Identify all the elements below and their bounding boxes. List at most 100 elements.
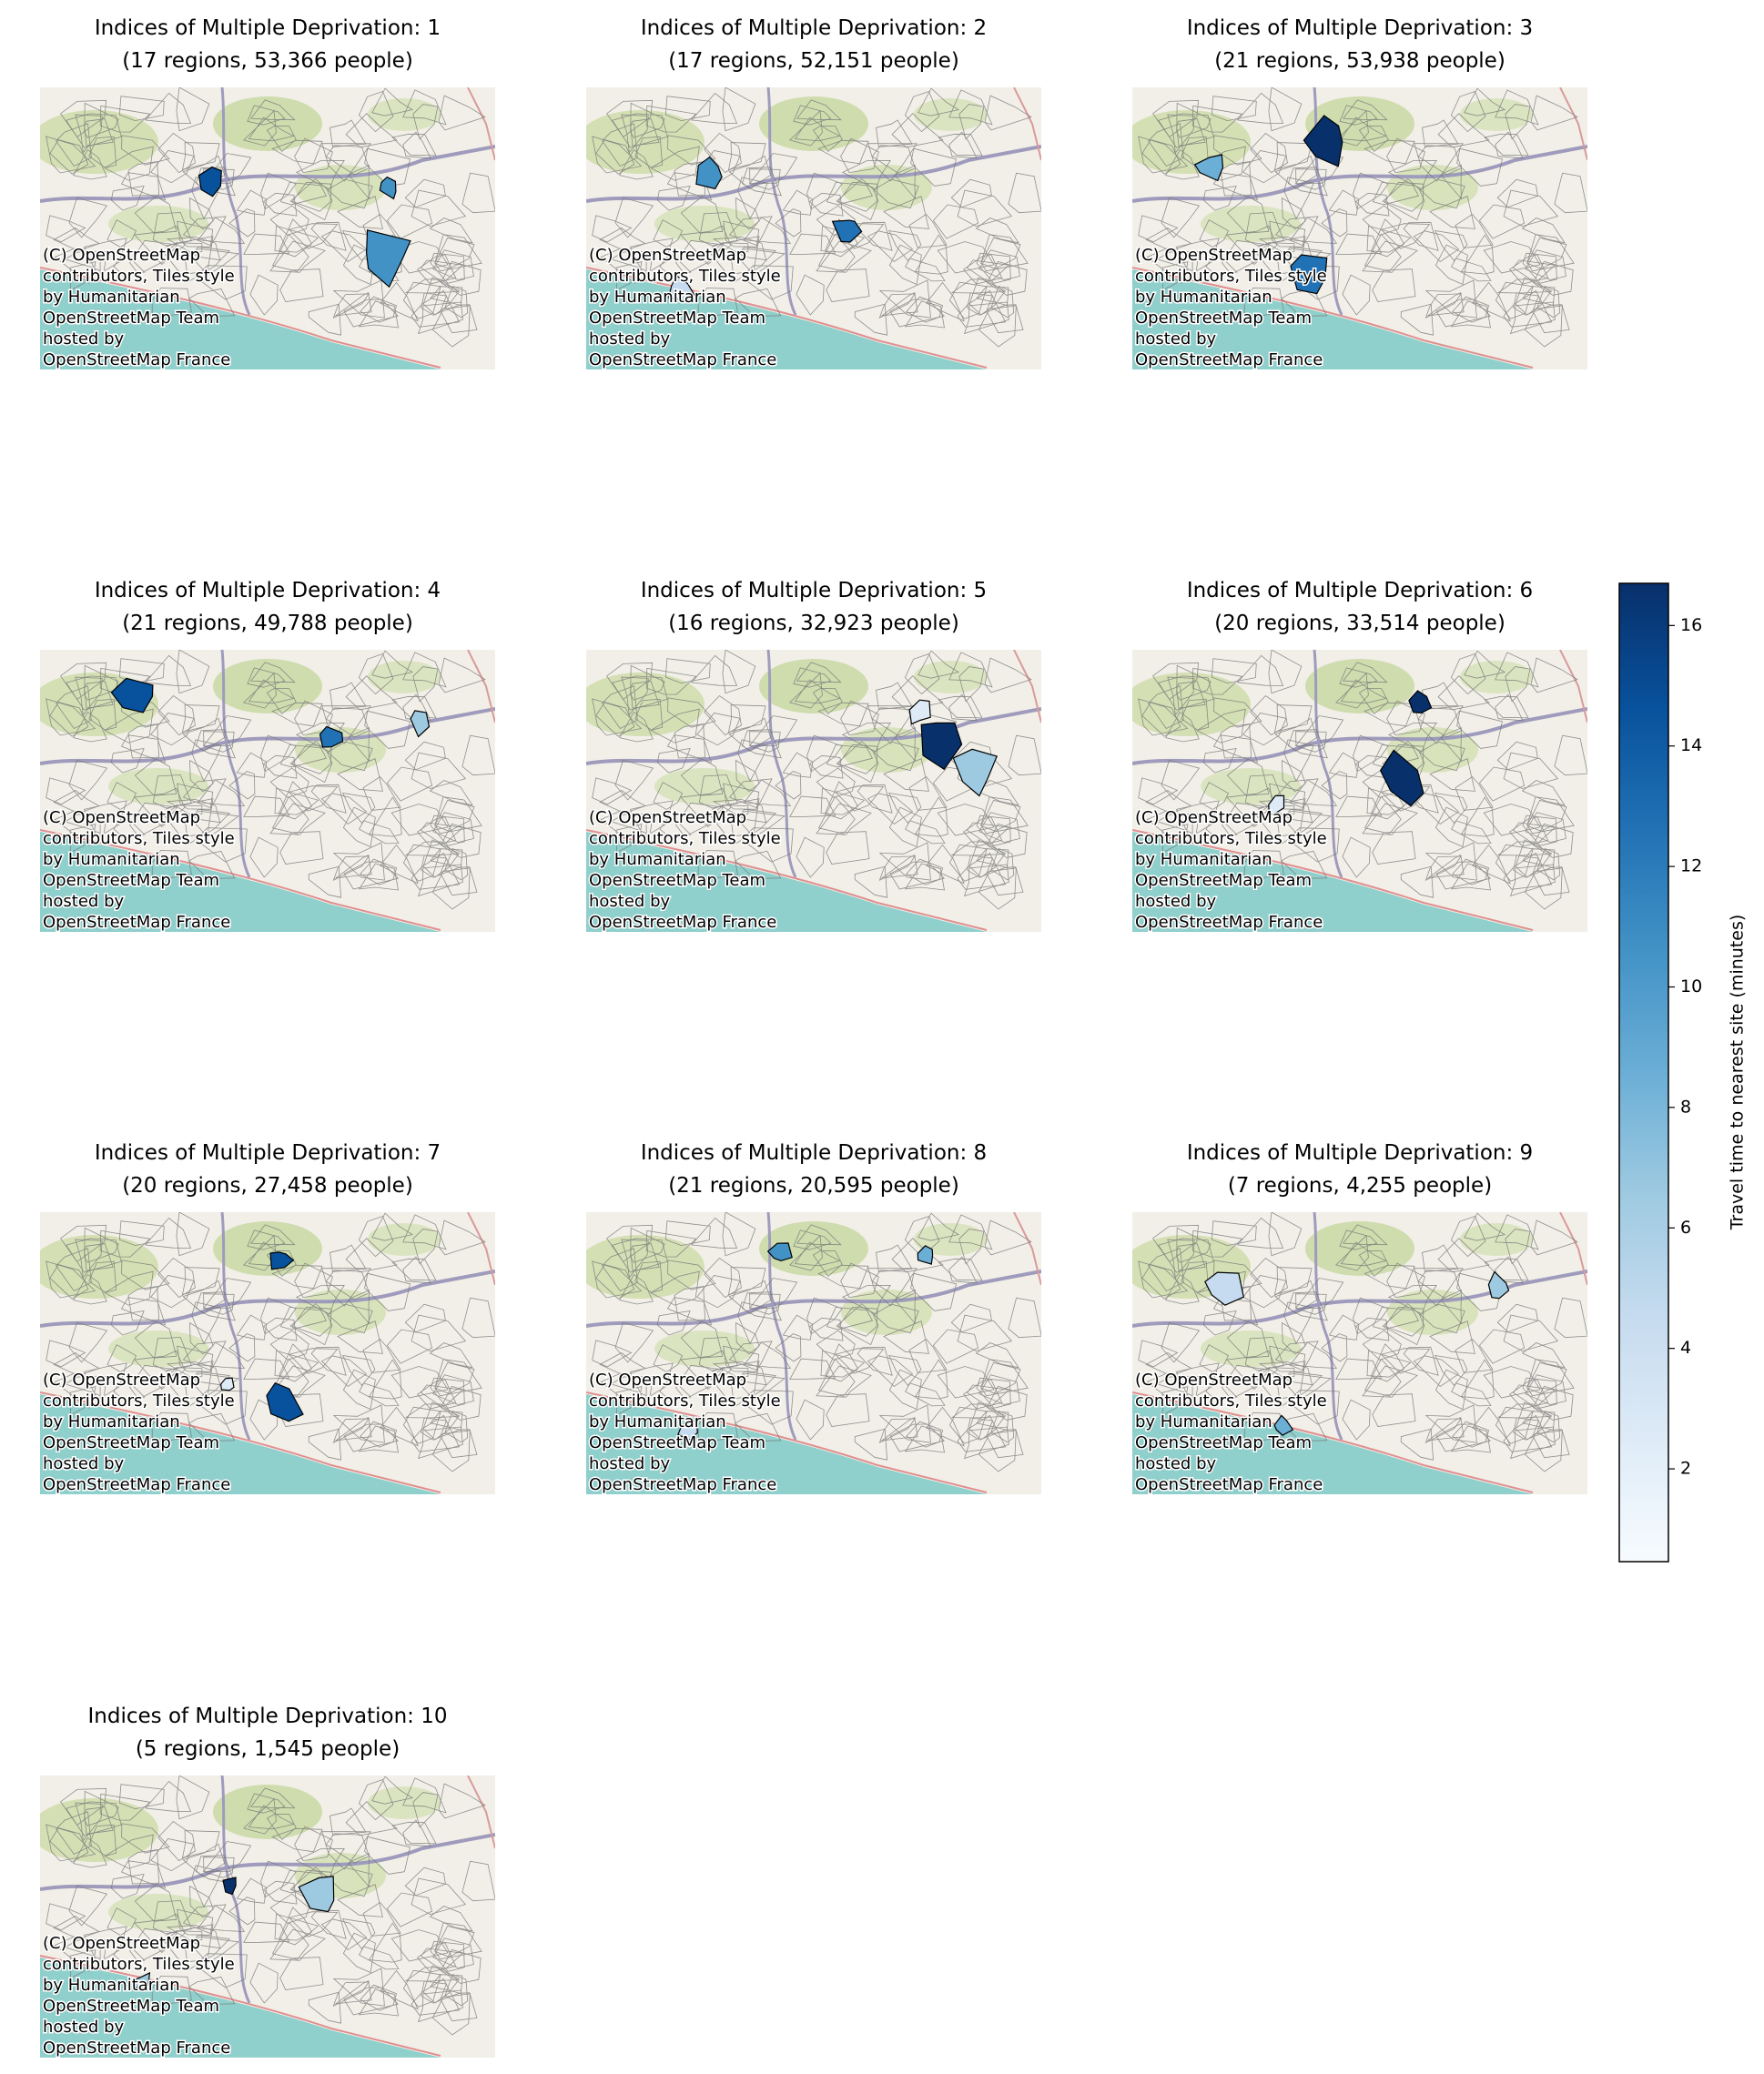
colorbar-tick-label: 6 xyxy=(1680,1218,1691,1238)
colorbar-tick-label: 8 xyxy=(1680,1097,1691,1117)
panels: Indices of Multiple Deprivation: 1 (17 re… xyxy=(40,16,1587,2059)
attribution: contributors, Tiles style xyxy=(1135,267,1327,286)
colorbar-tick-label: 2 xyxy=(1680,1459,1691,1479)
panel: Indices of Multiple Deprivation: 9 (7 reg… xyxy=(1132,1141,1587,1496)
attribution: by Humanitarian xyxy=(43,288,180,307)
region xyxy=(222,1877,237,1896)
region xyxy=(1193,154,1224,182)
region xyxy=(677,1420,698,1441)
panel-subtitle: (20 regions, 33,514 people) xyxy=(1214,612,1505,635)
panel-subtitle: (7 regions, 4,255 people) xyxy=(1228,1174,1492,1198)
attribution: hosted by xyxy=(589,1454,671,1473)
panel-subtitle: (21 regions, 53,938 people) xyxy=(1214,49,1505,73)
attribution: OpenStreetMap Team xyxy=(43,871,219,890)
attribution: OpenStreetMap Team xyxy=(589,1433,765,1452)
attribution: OpenStreetMap Team xyxy=(589,871,765,890)
attribution: OpenStreetMap France xyxy=(1135,1475,1323,1494)
attribution: by Humanitarian xyxy=(43,1976,180,1995)
colorbar: Travel time to nearest site (minutes) 2 4… xyxy=(1618,582,1748,1563)
attribution: by Humanitarian xyxy=(1135,850,1272,869)
region xyxy=(1379,749,1424,807)
panel: Indices of Multiple Deprivation: 10 (5 re… xyxy=(40,1705,495,2059)
panel-title: Indices of Multiple Deprivation: 2 xyxy=(641,16,987,40)
attribution: contributors, Tiles style xyxy=(1135,1391,1327,1411)
region xyxy=(920,722,963,771)
attribution: hosted by xyxy=(43,1454,125,1473)
attribution: OpenStreetMap Team xyxy=(43,1997,219,2016)
region xyxy=(198,166,222,197)
region xyxy=(1204,1271,1244,1306)
region xyxy=(766,1242,793,1262)
attribution: hosted by xyxy=(1135,892,1217,911)
panel-subtitle: (16 regions, 32,923 people) xyxy=(668,612,959,635)
region xyxy=(379,176,397,200)
attribution: OpenStreetMap Team xyxy=(589,309,765,328)
panel: Indices of Multiple Deprivation: 8 (21 re… xyxy=(586,1141,1041,1496)
attribution: contributors, Tiles style xyxy=(43,267,235,286)
panel: Indices of Multiple Deprivation: 6 (20 re… xyxy=(1132,579,1587,934)
attribution: by Humanitarian xyxy=(589,850,726,869)
map xyxy=(586,650,1041,932)
attribution: (C) OpenStreetMap xyxy=(1135,808,1293,827)
panel-title: Indices of Multiple Deprivation: 5 xyxy=(641,579,987,602)
attribution: contributors, Tiles style xyxy=(589,1391,781,1411)
region xyxy=(1268,794,1285,816)
attribution: OpenStreetMap France xyxy=(43,1475,230,1494)
attribution: (C) OpenStreetMap xyxy=(589,808,746,827)
region xyxy=(298,1876,335,1913)
colorbar-tick-label: 4 xyxy=(1680,1338,1691,1358)
attribution: (C) OpenStreetMap xyxy=(43,246,200,265)
region xyxy=(319,725,344,748)
panel: Indices of Multiple Deprivation: 3 (21 re… xyxy=(1132,16,1587,371)
attribution: (C) OpenStreetMap xyxy=(589,1371,746,1390)
map xyxy=(40,650,495,932)
attribution: hosted by xyxy=(43,892,125,911)
panel: Indices of Multiple Deprivation: 4 (21 re… xyxy=(40,579,495,934)
attribution: (C) OpenStreetMap xyxy=(1135,1371,1293,1390)
map xyxy=(1132,1212,1587,1494)
attribution: by Humanitarian xyxy=(1135,288,1272,307)
panel-subtitle: (5 regions, 1,545 people) xyxy=(136,1737,400,1761)
panel-title: Indices of Multiple Deprivation: 8 xyxy=(641,1141,987,1165)
panel: Indices of Multiple Deprivation: 7 (20 re… xyxy=(40,1141,495,1496)
panel-subtitle: (21 regions, 49,788 people) xyxy=(122,612,413,635)
panel-title: Indices of Multiple Deprivation: 1 xyxy=(95,16,441,40)
panel-title: Indices of Multiple Deprivation: 4 xyxy=(95,579,441,602)
attribution: OpenStreetMap France xyxy=(1135,913,1323,932)
panel-title: Indices of Multiple Deprivation: 3 xyxy=(1187,16,1533,40)
region xyxy=(1303,115,1343,167)
map xyxy=(1132,650,1587,932)
panel-title: Indices of Multiple Deprivation: 10 xyxy=(88,1705,448,1728)
attribution: hosted by xyxy=(43,329,125,349)
attribution: hosted by xyxy=(1135,329,1217,349)
attribution: (C) OpenStreetMap xyxy=(43,1934,200,1953)
attribution: OpenStreetMap France xyxy=(1135,350,1323,369)
map xyxy=(40,87,495,369)
region xyxy=(1408,690,1433,714)
attribution: OpenStreetMap France xyxy=(589,1475,776,1494)
attribution: by Humanitarian xyxy=(589,288,726,307)
attribution: contributors, Tiles style xyxy=(43,829,235,848)
attribution: hosted by xyxy=(589,329,671,349)
map xyxy=(586,87,1041,369)
panel-subtitle: (17 regions, 52,151 people) xyxy=(668,49,959,73)
region xyxy=(908,699,931,725)
attribution: by Humanitarian xyxy=(43,1412,180,1432)
region xyxy=(269,1251,295,1270)
panel: Indices of Multiple Deprivation: 5 (16 re… xyxy=(586,579,1041,934)
attribution: OpenStreetMap Team xyxy=(1135,871,1312,890)
region xyxy=(266,1381,304,1422)
attribution: contributors, Tiles style xyxy=(589,267,781,286)
region xyxy=(667,274,695,301)
map xyxy=(586,1212,1041,1494)
attribution: (C) OpenStreetMap xyxy=(1135,246,1293,265)
region xyxy=(1273,1414,1294,1436)
map xyxy=(40,1776,495,2058)
attribution: hosted by xyxy=(1135,1454,1217,1473)
colorbar-tick-label: 16 xyxy=(1680,615,1702,635)
panel-title: Indices of Multiple Deprivation: 9 xyxy=(1187,1141,1533,1165)
attribution: OpenStreetMap Team xyxy=(1135,309,1312,328)
attribution: contributors, Tiles style xyxy=(589,829,781,848)
attribution: OpenStreetMap France xyxy=(43,2039,230,2058)
